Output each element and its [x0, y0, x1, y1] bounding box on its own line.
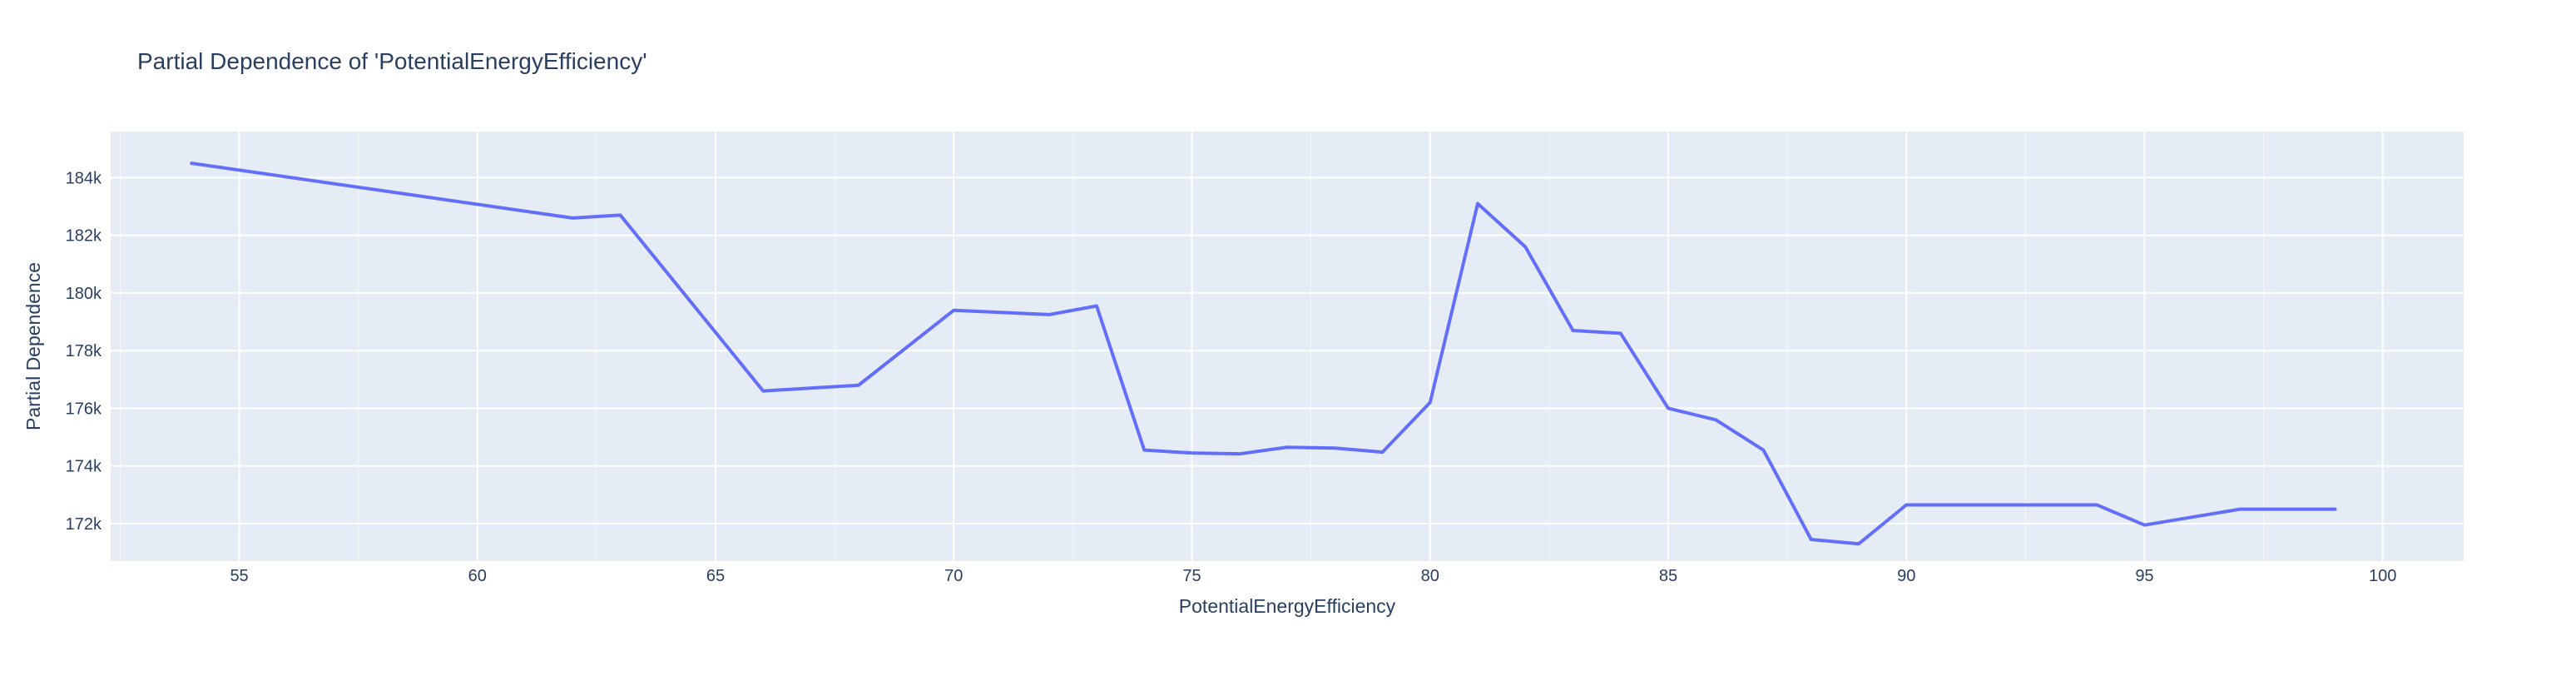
x-axis-title: PotentialEnergyEfficiency	[1179, 595, 1396, 617]
x-tick-label: 80	[1421, 567, 1439, 585]
y-tick-label: 182k	[66, 227, 102, 246]
y-tick-label: 178k	[66, 342, 102, 360]
data-point	[1141, 447, 1147, 454]
data-point	[188, 160, 195, 167]
data-point	[1522, 244, 1528, 251]
data-point	[2093, 501, 2100, 508]
data-point	[1379, 449, 1385, 455]
x-tick-label: 60	[468, 567, 487, 585]
x-tick-label: 95	[2135, 567, 2153, 585]
data-point	[1569, 327, 1576, 334]
x-tick-label: 65	[706, 567, 725, 585]
x-axis-ticks: 55 60 65 70 75 80 85 90 95 100	[230, 567, 2396, 585]
data-point	[1855, 540, 1862, 547]
data-point	[760, 388, 766, 395]
data-point	[1284, 444, 1290, 450]
data-point	[1093, 303, 1100, 310]
y-tick-label: 180k	[66, 285, 102, 303]
data-point	[1712, 416, 1719, 423]
x-tick-label: 55	[230, 567, 248, 585]
y-gridlines	[111, 176, 2464, 524]
data-point	[1331, 445, 1338, 451]
x-tick-label: 90	[1897, 567, 1915, 585]
data-point	[2237, 506, 2243, 513]
data-point	[1474, 201, 1481, 207]
series-layer	[188, 160, 2338, 547]
data-point	[1427, 400, 1434, 406]
data-point	[2331, 506, 2338, 513]
data-point	[617, 211, 624, 218]
data-point	[1189, 450, 1196, 456]
data-point	[1046, 311, 1053, 318]
y-tick-label: 184k	[66, 169, 102, 187]
y-tick-label: 174k	[66, 458, 102, 476]
x-tick-label: 70	[944, 567, 963, 585]
y-tick-label: 176k	[66, 400, 102, 418]
data-point	[2141, 522, 2147, 529]
x-tick-label: 75	[1182, 567, 1201, 585]
x-tick-label: 85	[1659, 567, 1677, 585]
y-tick-label: 172k	[66, 515, 102, 534]
chart-title: Partial Dependence of 'PotentialEnergyEf…	[137, 48, 647, 74]
data-point	[1903, 501, 1910, 508]
data-point	[569, 215, 576, 221]
data-point	[855, 382, 862, 389]
data-point	[1617, 330, 1624, 336]
data-point	[1665, 405, 1672, 411]
y-axis-ticks: 172k 174k 176k 178k 180k 182k 184k	[66, 169, 102, 534]
data-point	[1236, 450, 1243, 457]
x-tick-label: 100	[2369, 567, 2396, 585]
data-point	[1808, 536, 1815, 543]
data-point	[950, 307, 957, 314]
y-axis-title: Partial Dependence	[22, 262, 44, 430]
data-point	[1760, 447, 1766, 454]
series-line	[190, 162, 2337, 546]
plot-area	[111, 132, 2464, 561]
